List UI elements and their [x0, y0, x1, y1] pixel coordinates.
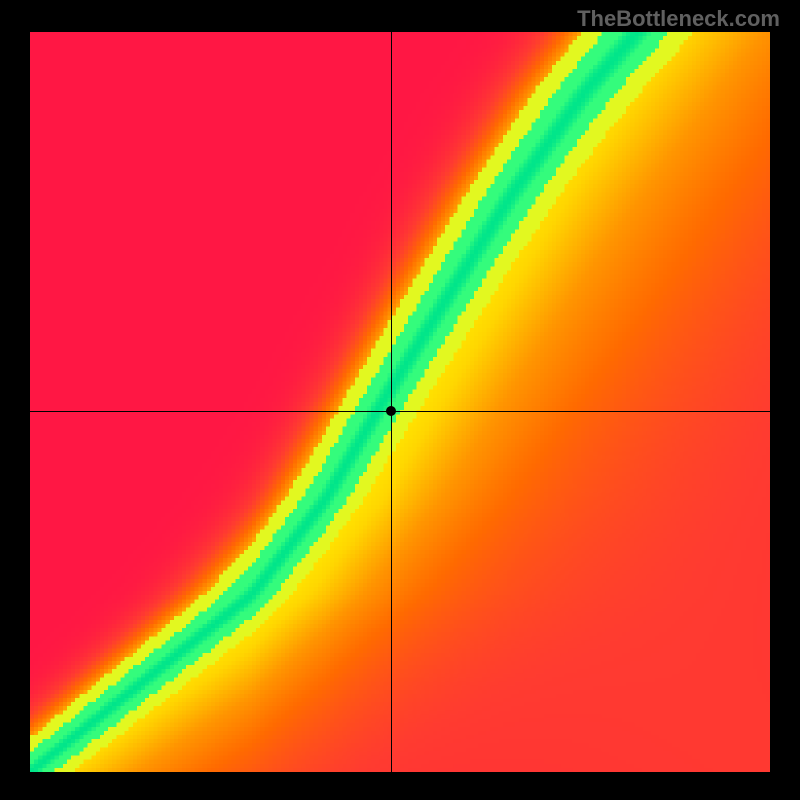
crosshair-horizontal — [30, 411, 770, 412]
selected-point-marker — [386, 406, 396, 416]
heatmap-plot — [30, 32, 770, 772]
heatmap-canvas — [30, 32, 770, 772]
watermark-text: TheBottleneck.com — [577, 6, 780, 32]
crosshair-vertical — [391, 32, 392, 772]
